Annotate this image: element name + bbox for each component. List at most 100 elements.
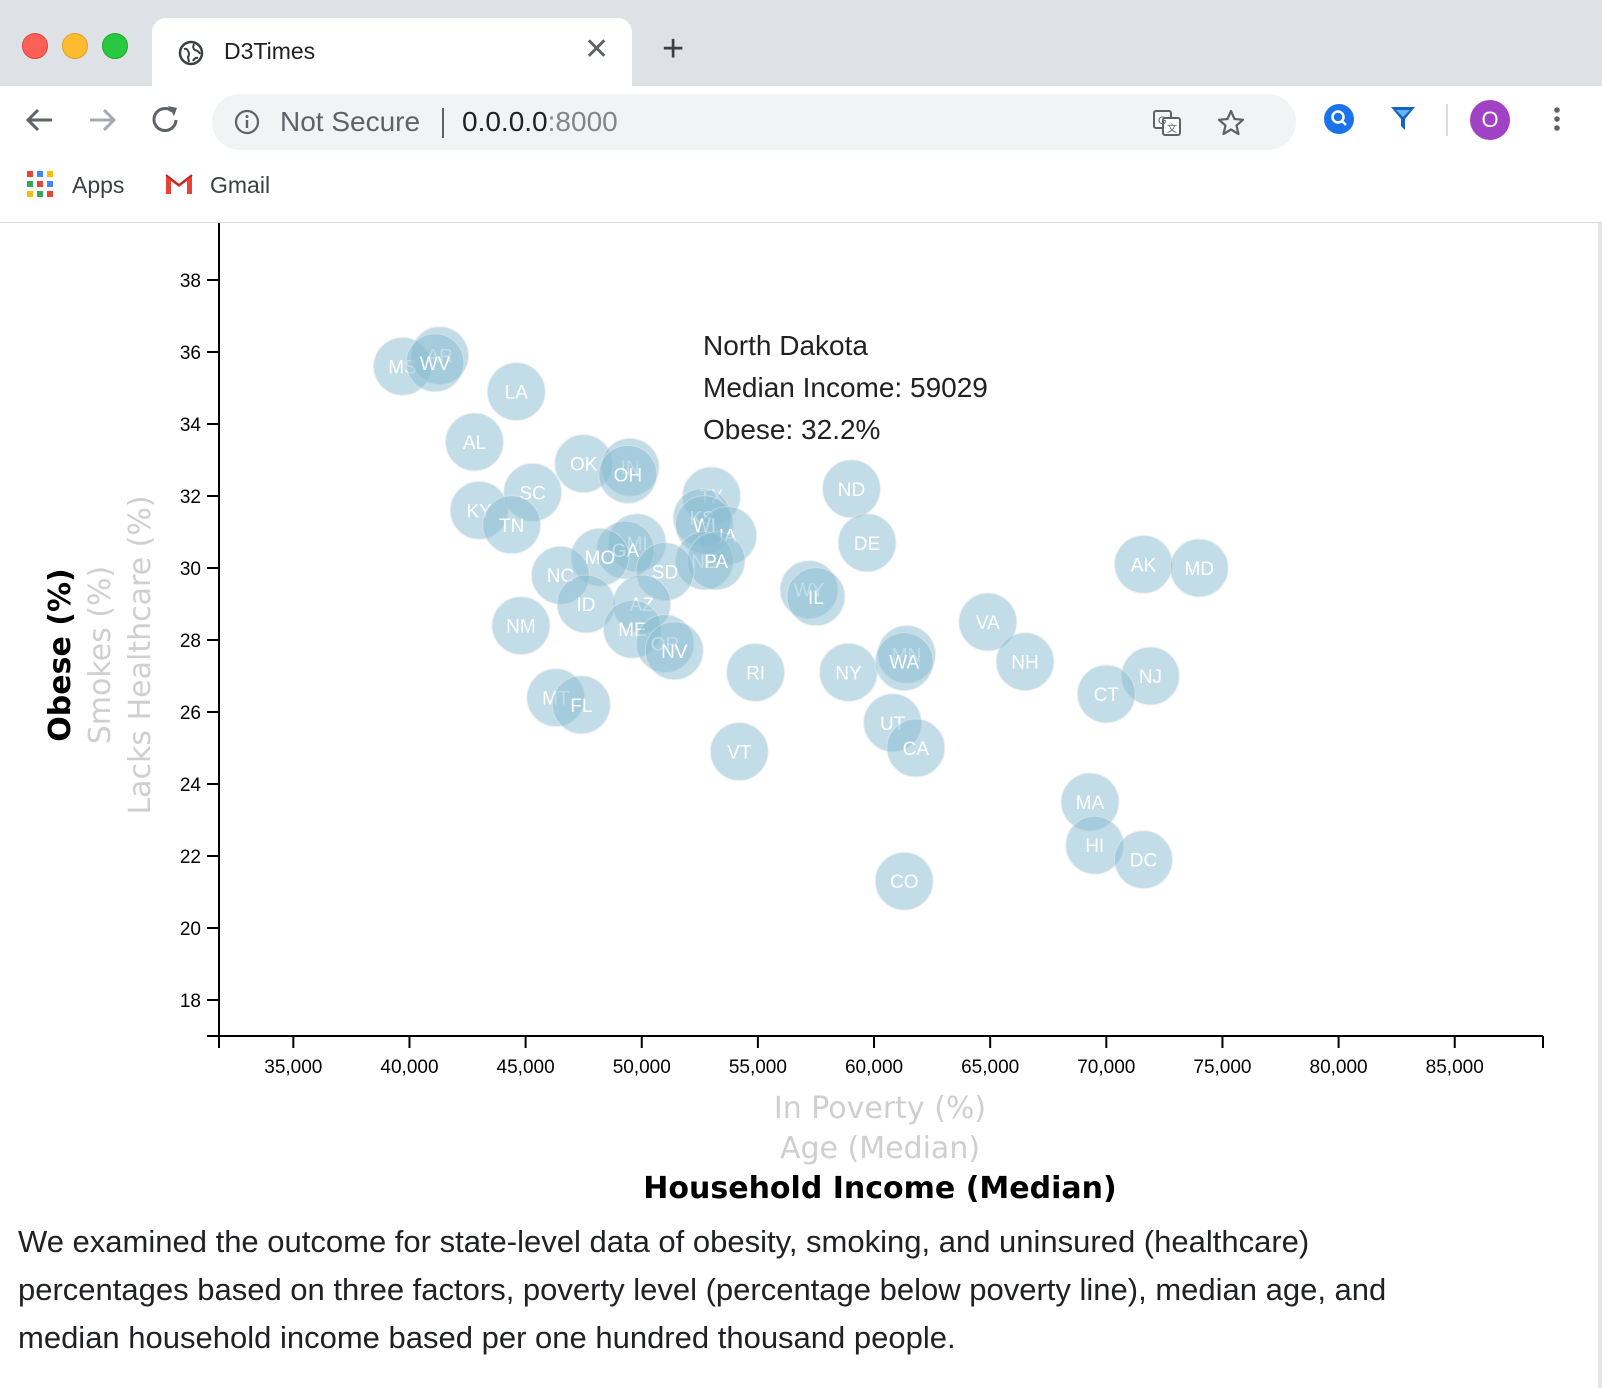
state-circle[interactable] bbox=[995, 632, 1055, 692]
description-paragraph: We examined the outcome for state-level … bbox=[18, 1224, 1387, 1355]
url-text[interactable]: 0.0.0.0:8000 bbox=[462, 106, 618, 138]
bookmark-apps[interactable]: Apps bbox=[72, 172, 125, 198]
state-bubble[interactable]: OK bbox=[554, 434, 614, 494]
svg-text:G: G bbox=[1158, 115, 1167, 127]
state-abbr-label: RI bbox=[746, 663, 765, 684]
state-bubble[interactable]: ND bbox=[821, 459, 881, 519]
tooltip-income: Median Income: 59029 bbox=[703, 372, 988, 403]
x-axis-title-option[interactable]: Household Income (Median) bbox=[643, 1171, 1116, 1206]
state-bubble[interactable]: NM bbox=[491, 596, 551, 656]
y-tick-label: 30 bbox=[180, 559, 201, 580]
state-circle[interactable] bbox=[958, 592, 1018, 652]
y-axis-title-option[interactable]: Obese (%) bbox=[43, 568, 78, 741]
state-abbr-label: CT bbox=[1094, 685, 1120, 706]
bubbles-group: MSARWVLAALKYSCTNOKINOHTXKSWIIANEPAMIGAMO… bbox=[373, 326, 1229, 911]
state-bubble[interactable]: FL bbox=[551, 675, 611, 735]
state-abbr-label: LA bbox=[505, 383, 529, 404]
x-axis-title-option[interactable]: Age (Median) bbox=[780, 1131, 980, 1166]
x-axis: 35,000 40,000 45,000 50,000 55,000 60,000 65,0… bbox=[218, 1035, 1544, 1078]
x-axis-titles: In Poverty (%) Age (Median) Household Inco… bbox=[643, 1091, 1116, 1206]
x-axis-title-option[interactable]: In Poverty (%) bbox=[774, 1091, 986, 1126]
state-abbr-label: OK bbox=[570, 455, 598, 476]
bookmark-star-icon[interactable] bbox=[1216, 108, 1246, 138]
state-abbr-label: HI bbox=[1085, 836, 1104, 857]
state-circle[interactable] bbox=[709, 722, 769, 782]
browser-tab[interactable]: D3Times ✕ bbox=[152, 18, 632, 86]
state-abbr-label: WV bbox=[420, 354, 451, 375]
funnel-extension-icon[interactable] bbox=[1386, 102, 1420, 136]
reload-icon[interactable] bbox=[146, 100, 186, 140]
state-circle[interactable] bbox=[726, 642, 786, 702]
state-abbr-label: WA bbox=[889, 653, 919, 674]
state-circle[interactable] bbox=[486, 362, 546, 422]
state-bubble[interactable]: MA bbox=[1060, 772, 1120, 832]
y-axis-title-option[interactable]: Lacks Healthcare (%) bbox=[123, 495, 158, 814]
address-bar[interactable]: Not Secure 0.0.0.0:8000 G 文 bbox=[212, 94, 1296, 150]
state-bubble[interactable]: OH bbox=[598, 444, 658, 504]
state-bubble[interactable]: IL bbox=[786, 567, 846, 627]
state-circle[interactable] bbox=[644, 621, 704, 681]
menu-dots-icon[interactable] bbox=[1540, 102, 1574, 136]
y-axis-titles: Obese (%) Smokes (%) Lacks Healthcare (%) bbox=[43, 495, 158, 814]
state-circle[interactable] bbox=[837, 513, 897, 573]
state-bubble[interactable]: VT bbox=[709, 722, 769, 782]
maximize-window-button[interactable] bbox=[102, 33, 128, 59]
state-bubble[interactable]: NH bbox=[995, 632, 1055, 692]
state-bubble[interactable]: WV bbox=[405, 333, 465, 393]
state-circle[interactable] bbox=[445, 412, 505, 472]
state-circle[interactable] bbox=[598, 444, 658, 504]
state-bubble[interactable]: DC bbox=[1113, 830, 1173, 890]
state-bubble[interactable]: MD bbox=[1169, 538, 1229, 598]
close-window-button[interactable] bbox=[22, 33, 48, 59]
state-bubble[interactable]: PA bbox=[686, 531, 746, 591]
info-icon[interactable] bbox=[234, 109, 260, 135]
state-bubble[interactable]: ID bbox=[556, 574, 616, 634]
translate-icon[interactable]: G 文 bbox=[1152, 108, 1182, 138]
state-circle[interactable] bbox=[482, 495, 542, 555]
state-circle[interactable] bbox=[886, 718, 946, 778]
state-bubble[interactable]: CA bbox=[886, 718, 946, 778]
scrollbar[interactable] bbox=[1598, 223, 1602, 1388]
state-bubble[interactable]: CO bbox=[874, 851, 934, 911]
state-circle[interactable] bbox=[874, 851, 934, 911]
state-circle[interactable] bbox=[551, 675, 611, 735]
state-bubble[interactable]: NJ bbox=[1120, 646, 1180, 706]
state-circle[interactable] bbox=[405, 333, 465, 393]
state-bubble[interactable]: AL bbox=[445, 412, 505, 472]
state-bubble[interactable]: VA bbox=[958, 592, 1018, 652]
state-bubble[interactable]: RI bbox=[726, 642, 786, 702]
state-circle[interactable] bbox=[491, 596, 551, 656]
tooltip: North Dakota Median Income: 59029 Obese:… bbox=[703, 325, 988, 451]
minimize-window-button[interactable] bbox=[62, 33, 88, 59]
bookmark-gmail[interactable]: Gmail bbox=[210, 172, 271, 198]
state-bubble[interactable]: LA bbox=[486, 362, 546, 422]
apps-grid-icon bbox=[27, 171, 53, 197]
state-bubble[interactable]: NY bbox=[818, 642, 878, 702]
forward-arrow-icon[interactable] bbox=[82, 100, 122, 140]
y-tick-label: 32 bbox=[180, 487, 201, 508]
state-bubble[interactable]: CT bbox=[1076, 664, 1136, 724]
search-extension-icon[interactable] bbox=[1322, 102, 1356, 136]
state-bubble[interactable]: AK bbox=[1113, 534, 1173, 594]
state-bubble[interactable]: TN bbox=[482, 495, 542, 555]
state-circle[interactable] bbox=[1113, 830, 1173, 890]
state-circle[interactable] bbox=[874, 632, 934, 692]
state-abbr-label: IL bbox=[808, 588, 824, 609]
state-abbr-label: DE bbox=[854, 534, 880, 555]
new-tab-button[interactable]: + bbox=[662, 28, 685, 70]
back-arrow-icon[interactable] bbox=[20, 100, 60, 140]
state-bubble[interactable]: NV bbox=[644, 621, 704, 681]
state-circle[interactable] bbox=[1076, 664, 1136, 724]
state-bubble[interactable]: HI bbox=[1065, 815, 1125, 875]
tab-close-icon[interactable]: ✕ bbox=[584, 33, 610, 66]
state-abbr-label: SD bbox=[652, 563, 678, 584]
state-circle[interactable] bbox=[786, 567, 846, 627]
state-circle[interactable] bbox=[1169, 538, 1229, 598]
state-bubble[interactable]: WA bbox=[874, 632, 934, 692]
gmail-icon bbox=[165, 174, 193, 194]
state-abbr-label: ND bbox=[838, 480, 865, 501]
y-tick-label: 24 bbox=[180, 775, 202, 796]
state-bubble[interactable]: DE bbox=[837, 513, 897, 573]
profile-avatar[interactable]: O bbox=[1470, 100, 1510, 140]
y-axis-title-option[interactable]: Smokes (%) bbox=[83, 566, 118, 744]
